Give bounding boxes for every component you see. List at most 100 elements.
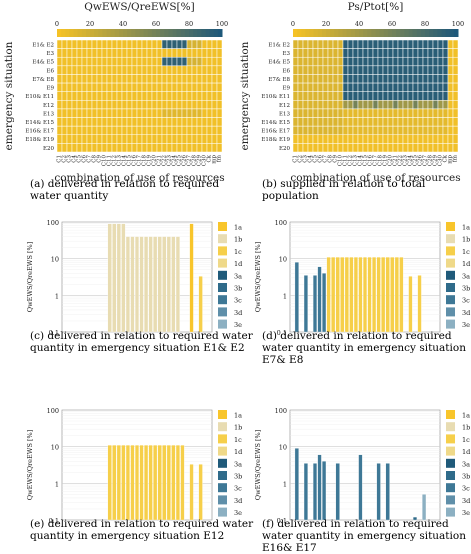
heatmap-cell xyxy=(367,134,374,144)
heatmap-cell xyxy=(307,117,314,127)
row-label: E20 xyxy=(43,146,55,152)
heatmap-cell xyxy=(161,100,168,110)
bar xyxy=(367,256,372,333)
heatmap-cell xyxy=(372,108,379,118)
heatmap-b: Ps/Ptot[%] 0 20 40 60 80 100 E1& E2 E3 E4& E5 E6 E7… xyxy=(239,1,464,184)
heatmap-cell xyxy=(317,143,324,153)
heatmap-cell xyxy=(96,125,103,136)
heatmap-cell xyxy=(136,108,143,118)
bar-chart-e: 0.1 1 10 100 QwEWS/QreEWS [%] 1a 1b 1c 1d 3a 3b 3c 3… xyxy=(26,407,242,525)
col-label: C22 xyxy=(398,155,404,166)
bar xyxy=(385,256,390,333)
heatmap-cell xyxy=(156,48,163,58)
row-label: E12 xyxy=(43,103,54,109)
heatmap-cell xyxy=(211,65,218,75)
heatmap-cell xyxy=(407,82,414,92)
heatmap-cell xyxy=(412,117,419,127)
heatmap-cell xyxy=(387,56,394,67)
col-label: C25 xyxy=(413,155,419,167)
heatmap-cell xyxy=(352,82,359,92)
colorbar-segment xyxy=(90,29,95,37)
legend-label: 1c xyxy=(462,248,470,256)
heatmap-cell xyxy=(71,74,78,84)
heatmap-cell xyxy=(216,125,223,136)
heatmap-cell xyxy=(196,117,203,127)
heatmap-cell xyxy=(116,74,123,84)
heatmap-cell xyxy=(372,117,379,127)
heatmap-cell xyxy=(377,56,384,67)
bar xyxy=(130,444,135,521)
heatmap-cell xyxy=(382,91,389,101)
col-label: C2 xyxy=(62,155,68,163)
col-label: C7 xyxy=(87,155,93,163)
heatmap-cell xyxy=(427,134,434,144)
heatmap-cell xyxy=(96,82,103,92)
heatmap-cell xyxy=(96,134,103,144)
heatmap-cell xyxy=(96,74,103,84)
heatmap-cell xyxy=(312,74,319,84)
col-label: C16 xyxy=(368,155,374,167)
heatmap-cell xyxy=(76,143,83,153)
heatmap-cell xyxy=(387,143,394,153)
colorbar-segment xyxy=(412,29,418,37)
colorbar-tick: 20 xyxy=(322,20,330,28)
colorbar-segment xyxy=(293,29,298,37)
heatmap-cell xyxy=(342,74,349,84)
heatmap-cell xyxy=(121,74,128,84)
heatmap-cell xyxy=(412,56,419,67)
heatmap-cell xyxy=(327,82,334,92)
legend-swatch xyxy=(446,234,455,244)
heatmap-cell xyxy=(186,48,193,58)
heatmap-cell xyxy=(216,56,223,67)
colorbar-segment xyxy=(180,29,186,37)
heatmap-cell xyxy=(387,117,394,127)
heatmap-cell xyxy=(342,100,349,110)
heatmap-cell xyxy=(171,125,178,136)
heatmap-cell xyxy=(71,143,78,153)
heatmap-cell xyxy=(352,143,359,153)
heatmap-cell xyxy=(292,108,299,118)
heatmap-cell xyxy=(66,100,73,110)
colorbar-segment xyxy=(205,29,211,37)
heatmap-cell xyxy=(437,125,444,136)
heatmap-cell xyxy=(201,134,208,144)
heatmap-cell xyxy=(111,100,118,110)
heatmap-cell xyxy=(452,56,459,67)
heatmap-cell xyxy=(81,134,88,144)
col-label: C24 xyxy=(408,155,414,167)
heatmap-cell xyxy=(357,56,364,67)
heatmap-cell xyxy=(307,56,314,67)
legend-swatch xyxy=(218,270,227,280)
heatmap-cell xyxy=(211,48,218,58)
col-label: C26 xyxy=(182,155,188,167)
heatmap-cell xyxy=(196,56,203,67)
heatmap-cell xyxy=(397,74,404,84)
heatmap-cell xyxy=(352,65,359,75)
heatmap-cell xyxy=(71,100,78,110)
heatmap-cell xyxy=(111,48,118,58)
heatmap-cell xyxy=(342,108,349,118)
bar xyxy=(144,444,149,521)
heatmap-cell xyxy=(442,134,449,144)
heatmap-cell xyxy=(196,143,203,153)
colorbar-segment xyxy=(118,29,124,37)
heatmap-cell xyxy=(397,125,404,136)
heatmap-cell xyxy=(131,134,138,144)
colorbar-segment xyxy=(301,29,306,37)
heatmap-cell xyxy=(56,56,63,67)
heatmap-cell xyxy=(96,56,103,67)
heatmap-cell xyxy=(352,117,359,127)
heatmap-cell xyxy=(106,82,113,92)
heatmap-cell xyxy=(437,56,444,67)
heatmap-cell xyxy=(417,134,424,144)
heatmap-cell xyxy=(432,108,439,118)
heatmap-cell xyxy=(342,143,349,153)
heatmap-cell xyxy=(347,82,354,92)
col-label: C5 xyxy=(313,155,319,163)
heatmap-cell xyxy=(432,74,439,84)
heatmap-cell xyxy=(111,125,118,136)
heatmap-cell xyxy=(61,125,68,136)
heatmap-cell xyxy=(447,48,454,58)
heatmap-cell xyxy=(171,91,178,101)
heatmap-cell xyxy=(337,82,344,92)
